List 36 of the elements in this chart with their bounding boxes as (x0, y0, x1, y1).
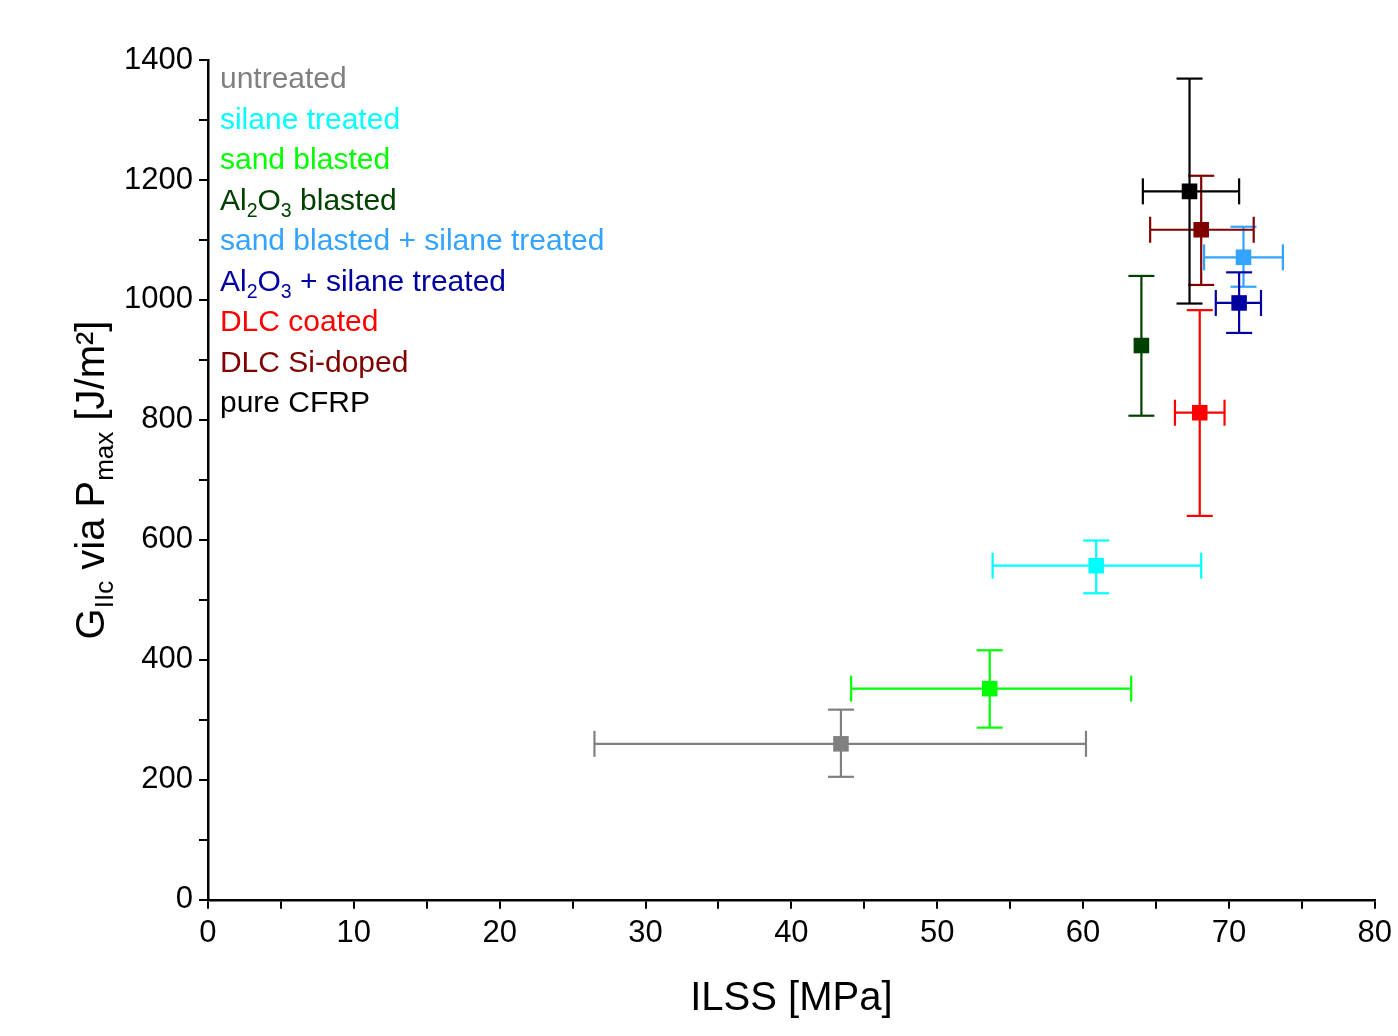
y-tick-label: 200 (141, 760, 193, 796)
text: sand blasted (219, 141, 392, 177)
text: sand blasted + silane treated (219, 222, 605, 258)
text: pure CFRP (219, 384, 371, 420)
x-tick-label: 50 (919, 913, 955, 949)
point (1088, 557, 1104, 574)
y-tick-label: 1400 (123, 40, 193, 76)
y-tick-label: 0 (175, 880, 193, 916)
point (1191, 404, 1208, 421)
text: untreated (219, 60, 348, 96)
point (1193, 221, 1209, 238)
x-tick-label: 10 (336, 913, 372, 949)
x-tick-label: 40 (774, 913, 809, 949)
x-tick-label: 60 (1065, 913, 1101, 949)
y-tick-label: 1000 (123, 280, 193, 316)
point (833, 736, 849, 752)
y-tick-label: 600 (141, 520, 193, 556)
x-tick-label: 0 (199, 913, 217, 949)
point (1235, 249, 1252, 266)
y-tick-label: 400 (141, 640, 193, 676)
y-tick-label: 800 (141, 400, 193, 436)
point (1181, 183, 1198, 200)
text: Al$_{2}$O$_{3}$ blasted (219, 181, 398, 221)
text: DLC coated (219, 303, 380, 339)
text: silane treated (219, 100, 402, 137)
x-axis-title: ILSS [MPa] (690, 973, 893, 1019)
y-tick-label: 1200 (123, 160, 193, 196)
x-tick-label: 70 (1211, 913, 1247, 949)
point (1133, 337, 1150, 354)
x-tick-label: 20 (482, 913, 517, 949)
text: Al$_{2}$O$_{3}$ + silane treated (219, 262, 507, 302)
x-tick-label: 80 (1357, 913, 1392, 949)
text: DLC Si-doped (219, 343, 410, 380)
point (981, 680, 998, 697)
x-tick-label: 30 (628, 913, 663, 949)
point (1231, 295, 1247, 311)
